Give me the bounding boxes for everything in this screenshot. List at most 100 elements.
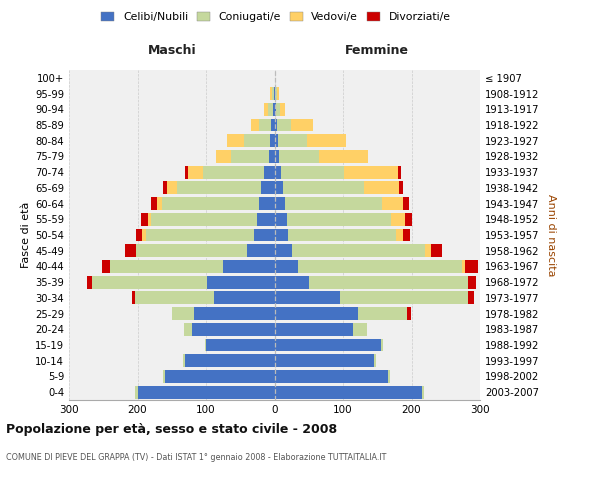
Bar xyxy=(275,323,353,336)
Text: Popolazione per età, sesso e stato civile - 2008: Popolazione per età, sesso e stato civil… xyxy=(6,422,337,436)
Bar xyxy=(467,276,476,288)
Bar xyxy=(465,260,478,273)
Bar xyxy=(275,386,422,398)
Bar xyxy=(275,307,358,320)
Bar xyxy=(403,197,409,210)
Bar xyxy=(223,260,275,273)
Bar xyxy=(275,338,380,351)
Bar xyxy=(340,292,469,304)
Bar xyxy=(287,213,391,226)
Bar xyxy=(151,213,257,226)
Bar xyxy=(364,182,399,194)
Bar xyxy=(151,197,157,210)
Bar xyxy=(461,260,465,273)
Bar xyxy=(146,228,254,241)
Bar xyxy=(275,150,279,163)
Bar xyxy=(382,197,403,210)
Bar xyxy=(279,150,319,163)
Bar xyxy=(285,197,382,210)
Bar xyxy=(247,244,275,257)
Bar xyxy=(185,166,188,178)
Bar xyxy=(137,386,275,398)
Bar xyxy=(254,228,275,241)
Bar xyxy=(275,197,285,210)
Bar xyxy=(264,103,268,116)
Bar xyxy=(188,166,203,178)
Bar xyxy=(136,292,214,304)
Bar xyxy=(298,260,461,273)
Bar xyxy=(185,354,275,367)
Bar xyxy=(271,118,275,132)
Bar xyxy=(431,244,442,257)
Bar xyxy=(422,386,424,398)
Bar xyxy=(216,150,232,163)
Bar xyxy=(87,276,92,288)
Bar xyxy=(278,134,307,147)
Bar xyxy=(319,150,368,163)
Bar xyxy=(132,292,136,304)
Bar xyxy=(232,150,269,163)
Bar xyxy=(264,166,275,178)
Bar xyxy=(244,134,271,147)
Bar xyxy=(163,182,167,194)
Bar xyxy=(388,370,389,383)
Y-axis label: Fasce di età: Fasce di età xyxy=(21,202,31,268)
Bar xyxy=(110,260,223,273)
Bar xyxy=(307,134,346,147)
Bar xyxy=(425,244,431,257)
Bar xyxy=(274,87,275,100)
Bar xyxy=(374,354,376,367)
Bar xyxy=(251,118,259,132)
Bar xyxy=(142,228,146,241)
Bar xyxy=(275,134,278,147)
Bar xyxy=(271,87,272,100)
Bar xyxy=(404,213,412,226)
Bar xyxy=(259,118,271,132)
Bar xyxy=(380,338,383,351)
Bar xyxy=(273,103,275,116)
Bar xyxy=(193,323,275,336)
Bar xyxy=(148,213,151,226)
Bar xyxy=(177,182,261,194)
Y-axis label: Anni di nascita: Anni di nascita xyxy=(546,194,556,276)
Bar xyxy=(261,182,275,194)
Bar xyxy=(276,103,280,116)
Bar xyxy=(275,166,281,178)
Bar xyxy=(271,134,275,147)
Bar xyxy=(184,354,185,367)
Bar xyxy=(398,166,401,178)
Bar xyxy=(184,323,193,336)
Bar xyxy=(275,213,287,226)
Bar xyxy=(102,260,110,273)
Bar xyxy=(280,103,286,116)
Bar xyxy=(277,87,278,100)
Bar xyxy=(157,197,162,210)
Bar xyxy=(407,307,411,320)
Bar xyxy=(469,292,474,304)
Bar xyxy=(206,338,275,351)
Bar xyxy=(208,276,275,288)
Bar xyxy=(162,197,259,210)
Bar xyxy=(259,197,275,210)
Bar xyxy=(288,228,397,241)
Bar xyxy=(358,307,407,320)
Bar xyxy=(275,354,374,367)
Bar xyxy=(291,118,313,132)
Text: COMUNE DI PIEVE DEL GRAPPA (TV) - Dati ISTAT 1° gennaio 2008 - Elaborazione TUTT: COMUNE DI PIEVE DEL GRAPPA (TV) - Dati I… xyxy=(6,452,386,462)
Bar xyxy=(391,213,404,226)
Bar xyxy=(194,307,275,320)
Bar xyxy=(227,134,244,147)
Bar xyxy=(275,370,388,383)
Bar xyxy=(214,292,275,304)
Text: Femmine: Femmine xyxy=(345,44,409,58)
Legend: Celibi/Nubili, Coniugati/e, Vedovi/e, Divorziati/e: Celibi/Nubili, Coniugati/e, Vedovi/e, Di… xyxy=(97,8,455,27)
Bar xyxy=(275,244,292,257)
Bar xyxy=(136,228,142,241)
Bar xyxy=(163,370,165,383)
Bar xyxy=(275,103,276,116)
Bar xyxy=(309,276,467,288)
Bar xyxy=(167,182,177,194)
Bar xyxy=(292,244,425,257)
Bar xyxy=(344,166,398,178)
Bar xyxy=(125,244,136,257)
